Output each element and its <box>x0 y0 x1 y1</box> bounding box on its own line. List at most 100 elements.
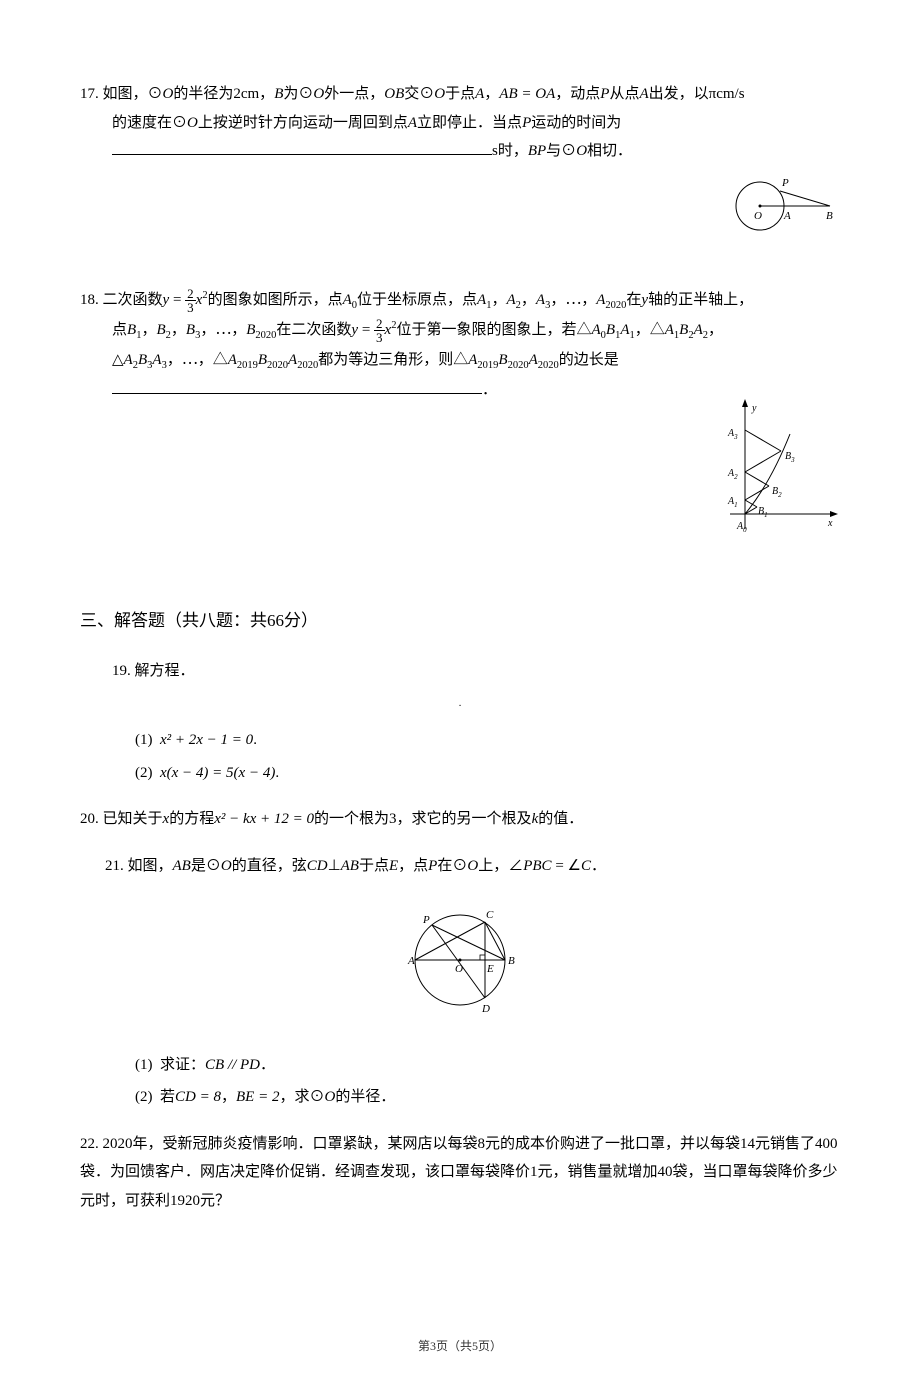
v: E <box>389 858 398 874</box>
t: 的一个根为3，求它的另一个根及 <box>314 811 532 827</box>
t: ，⋯， <box>200 322 246 338</box>
question-17: 17. 如图，⊙O的半径为2cm，B为⊙O外一点，OB交⊙O于点A，AB = O… <box>80 80 840 246</box>
lbl-x: x <box>827 518 833 529</box>
t: ， <box>491 292 506 308</box>
v: AB <box>173 858 191 874</box>
v: A <box>596 292 605 308</box>
lbl-B2s: 2 <box>778 491 782 499</box>
lbl-B: B <box>508 955 515 967</box>
n: (1) <box>135 732 153 748</box>
s: 2019 <box>477 360 498 371</box>
v: B <box>679 322 688 338</box>
t: 于点 <box>359 858 389 874</box>
q19-header: 19. 解方程． <box>80 657 840 686</box>
v: P <box>522 115 531 131</box>
svg-text:B1: B1 <box>758 506 768 519</box>
t: 立即停止．当点 <box>417 115 522 131</box>
t: ，求⊙ <box>279 1089 324 1105</box>
t: 都为等边三角形，则△ <box>318 352 468 368</box>
v: A <box>475 86 484 102</box>
t: ， <box>221 1089 236 1105</box>
q17-line3: s时，BP与⊙O相切． <box>80 137 840 166</box>
v: O <box>187 115 198 131</box>
v: O <box>434 86 445 102</box>
v: A <box>288 352 297 368</box>
t: 的半径． <box>335 1089 395 1105</box>
t: ，⋯， <box>550 292 596 308</box>
lbl-y: y <box>751 403 757 414</box>
s: 2020 <box>267 360 288 371</box>
t: △ <box>112 352 124 368</box>
q17-svg: P O A B <box>730 166 840 236</box>
t: 为⊙ <box>283 86 313 102</box>
q18-svg: y x A0 A1 A2 A3 B1 B2 B3 <box>710 394 840 544</box>
t: ，点 <box>398 858 428 874</box>
frac: 23 <box>185 287 196 314</box>
t: 位于坐标原点，点 <box>357 292 477 308</box>
eq: AB = OA <box>499 86 555 102</box>
v: B <box>138 352 147 368</box>
q21-header: 21. 如图，AB是⊙O的直径，弦CD⊥AB于点E，点P在⊙O上，∠PBC = … <box>80 852 840 881</box>
lbl-E: E <box>486 963 494 975</box>
q21-num: 21. <box>105 858 124 874</box>
svg-text:B2: B2 <box>772 486 782 499</box>
t: 上，∠ <box>478 858 523 874</box>
v: O <box>324 1089 335 1105</box>
v: O <box>576 143 587 159</box>
t: ， <box>484 86 499 102</box>
t: 外一点， <box>324 86 384 102</box>
t: = <box>169 292 185 308</box>
lbl-C: C <box>486 909 494 921</box>
q22-num: 22. <box>80 1136 99 1152</box>
lbl-A1s: 1 <box>734 501 738 509</box>
t: ， <box>708 322 723 338</box>
q21-sub2: (2) 若CD = 8，BE = 2，求⊙O的半径． <box>80 1083 840 1112</box>
v: B <box>127 322 136 338</box>
t: ，动点 <box>555 86 600 102</box>
q17-num: 17. <box>80 86 99 102</box>
lbl-A3s: 3 <box>733 433 738 441</box>
t: 的直径，弦 <box>232 858 307 874</box>
q21-figure: A B C D E O P <box>80 890 840 1041</box>
q19-sub1: (1) x² + 2x − 1 = 0. <box>80 726 840 755</box>
lbl-B3s: 3 <box>790 456 795 464</box>
v: AB <box>341 858 359 874</box>
frac: 23 <box>374 317 385 344</box>
t: ， <box>171 322 186 338</box>
v: A <box>591 322 600 338</box>
v: B <box>246 322 255 338</box>
question-19: 19. 解方程． · (1) x² + 2x − 1 = 0. (2) x(x … <box>80 657 840 787</box>
s: 2020 <box>605 300 626 311</box>
v: B <box>258 352 267 368</box>
s: 2020 <box>538 360 559 371</box>
v: A <box>536 292 545 308</box>
t: 求证： <box>160 1057 205 1073</box>
svg-text:B3: B3 <box>785 451 795 464</box>
v: PBC <box>523 858 551 874</box>
t: s时， <box>492 143 528 159</box>
lbl-P: P <box>422 914 430 926</box>
q21-sub1: (1) 求证：CB // PD． <box>80 1051 840 1080</box>
lbl-P: P <box>781 177 789 189</box>
t: 的半径为2cm， <box>173 86 274 102</box>
q20-num: 20. <box>80 811 99 827</box>
section-3-title: 三、解答题（共八题：共66分） <box>80 585 840 637</box>
q19-sub2: (2) x(x − 4) = 5(x − 4). <box>80 759 840 788</box>
s: 2020 <box>297 360 318 371</box>
t: 出发，以πcm/s <box>649 86 745 102</box>
q18-num: 18. <box>80 292 99 308</box>
divider-dot: · <box>80 692 840 721</box>
t: 如图， <box>128 858 173 874</box>
q21-svg: A B C D E O P <box>390 890 530 1030</box>
t: 二次函数 <box>103 292 163 308</box>
eq: CB // PD <box>205 1057 260 1073</box>
v: B <box>274 86 283 102</box>
t: 交⊙ <box>404 86 434 102</box>
dot: · <box>458 701 461 712</box>
v: A <box>694 322 703 338</box>
t: 的方程 <box>169 811 214 827</box>
v: P <box>428 858 437 874</box>
q19-text: 解方程． <box>135 663 195 679</box>
v: A <box>529 352 538 368</box>
t: 点 <box>112 322 127 338</box>
